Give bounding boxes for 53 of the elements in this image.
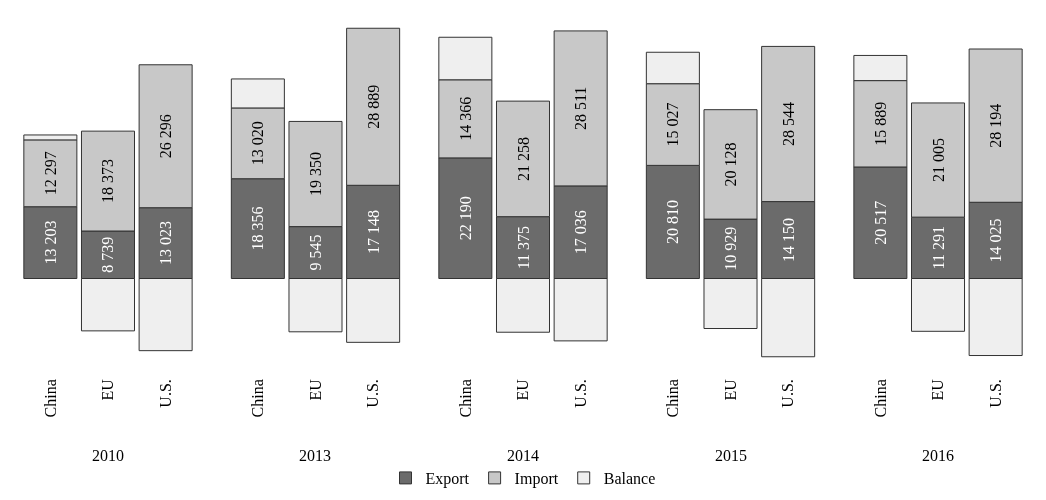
data-label: 11 291 [929, 226, 947, 270]
x-tick-label: EU [929, 378, 947, 401]
legend-label: Balance [603, 470, 656, 488]
x-tick-label: EU [514, 378, 532, 401]
text: 2010 [92, 447, 124, 464]
data-label: 18 356 [249, 206, 267, 251]
x-tick-label: China [41, 379, 59, 418]
x-tick-label: U.S. [779, 379, 797, 408]
x-tick-label: China [456, 379, 474, 418]
legend-label: Export [425, 470, 470, 489]
data-label: 15 027 [664, 102, 682, 147]
data-label: 8 739 [99, 236, 117, 273]
data-label: 28 511 [572, 86, 590, 131]
data-label: 28 544 [779, 102, 797, 147]
data-label: 20 517 [871, 200, 889, 245]
x-tick-label: China [871, 379, 889, 418]
data-label: 14 025 [987, 218, 1005, 263]
data-label: 14 366 [456, 96, 474, 141]
text: 2016 [922, 447, 954, 464]
data-label: 13 023 [157, 221, 175, 266]
data-label: 21 258 [514, 136, 532, 181]
x-tick-label: China [249, 379, 267, 418]
text: 2014 [507, 447, 539, 464]
data-label: 9 545 [306, 234, 324, 271]
x-tick-label: EU [721, 378, 739, 401]
x-tick-label: U.S. [364, 379, 382, 408]
data-label: 20 810 [664, 199, 682, 244]
text: 2013 [299, 447, 331, 464]
x-tick-label: China [664, 379, 682, 418]
data-label: 15 889 [871, 101, 889, 146]
data-label: 20 128 [722, 142, 740, 187]
text: 2015 [715, 447, 747, 464]
data-label: 10 929 [722, 226, 740, 271]
data-label: 14 150 [779, 218, 797, 263]
data-label: 28 889 [364, 84, 382, 129]
data-label: 26 296 [157, 114, 175, 159]
data-label: 21 005 [929, 138, 947, 183]
data-label: 19 350 [306, 152, 324, 197]
data-label: 17 036 [572, 210, 590, 255]
data-label: 22 190 [456, 196, 474, 241]
data-label: 13 203 [41, 220, 59, 265]
x-tick-label: EU [99, 378, 117, 401]
data-label: 11 375 [514, 225, 532, 270]
data-label: 13 020 [249, 121, 267, 166]
data-label: 28 194 [987, 103, 1005, 148]
data-label: 17 148 [364, 209, 382, 254]
x-tick-label: EU [306, 378, 324, 401]
legend-label: Import [514, 470, 559, 489]
x-tick-label: U.S. [986, 379, 1004, 408]
data-label: 18 373 [99, 159, 117, 204]
x-tick-label: U.S. [156, 379, 174, 408]
x-tick-label: U.S. [571, 379, 589, 408]
data-label: 12 297 [41, 151, 59, 196]
